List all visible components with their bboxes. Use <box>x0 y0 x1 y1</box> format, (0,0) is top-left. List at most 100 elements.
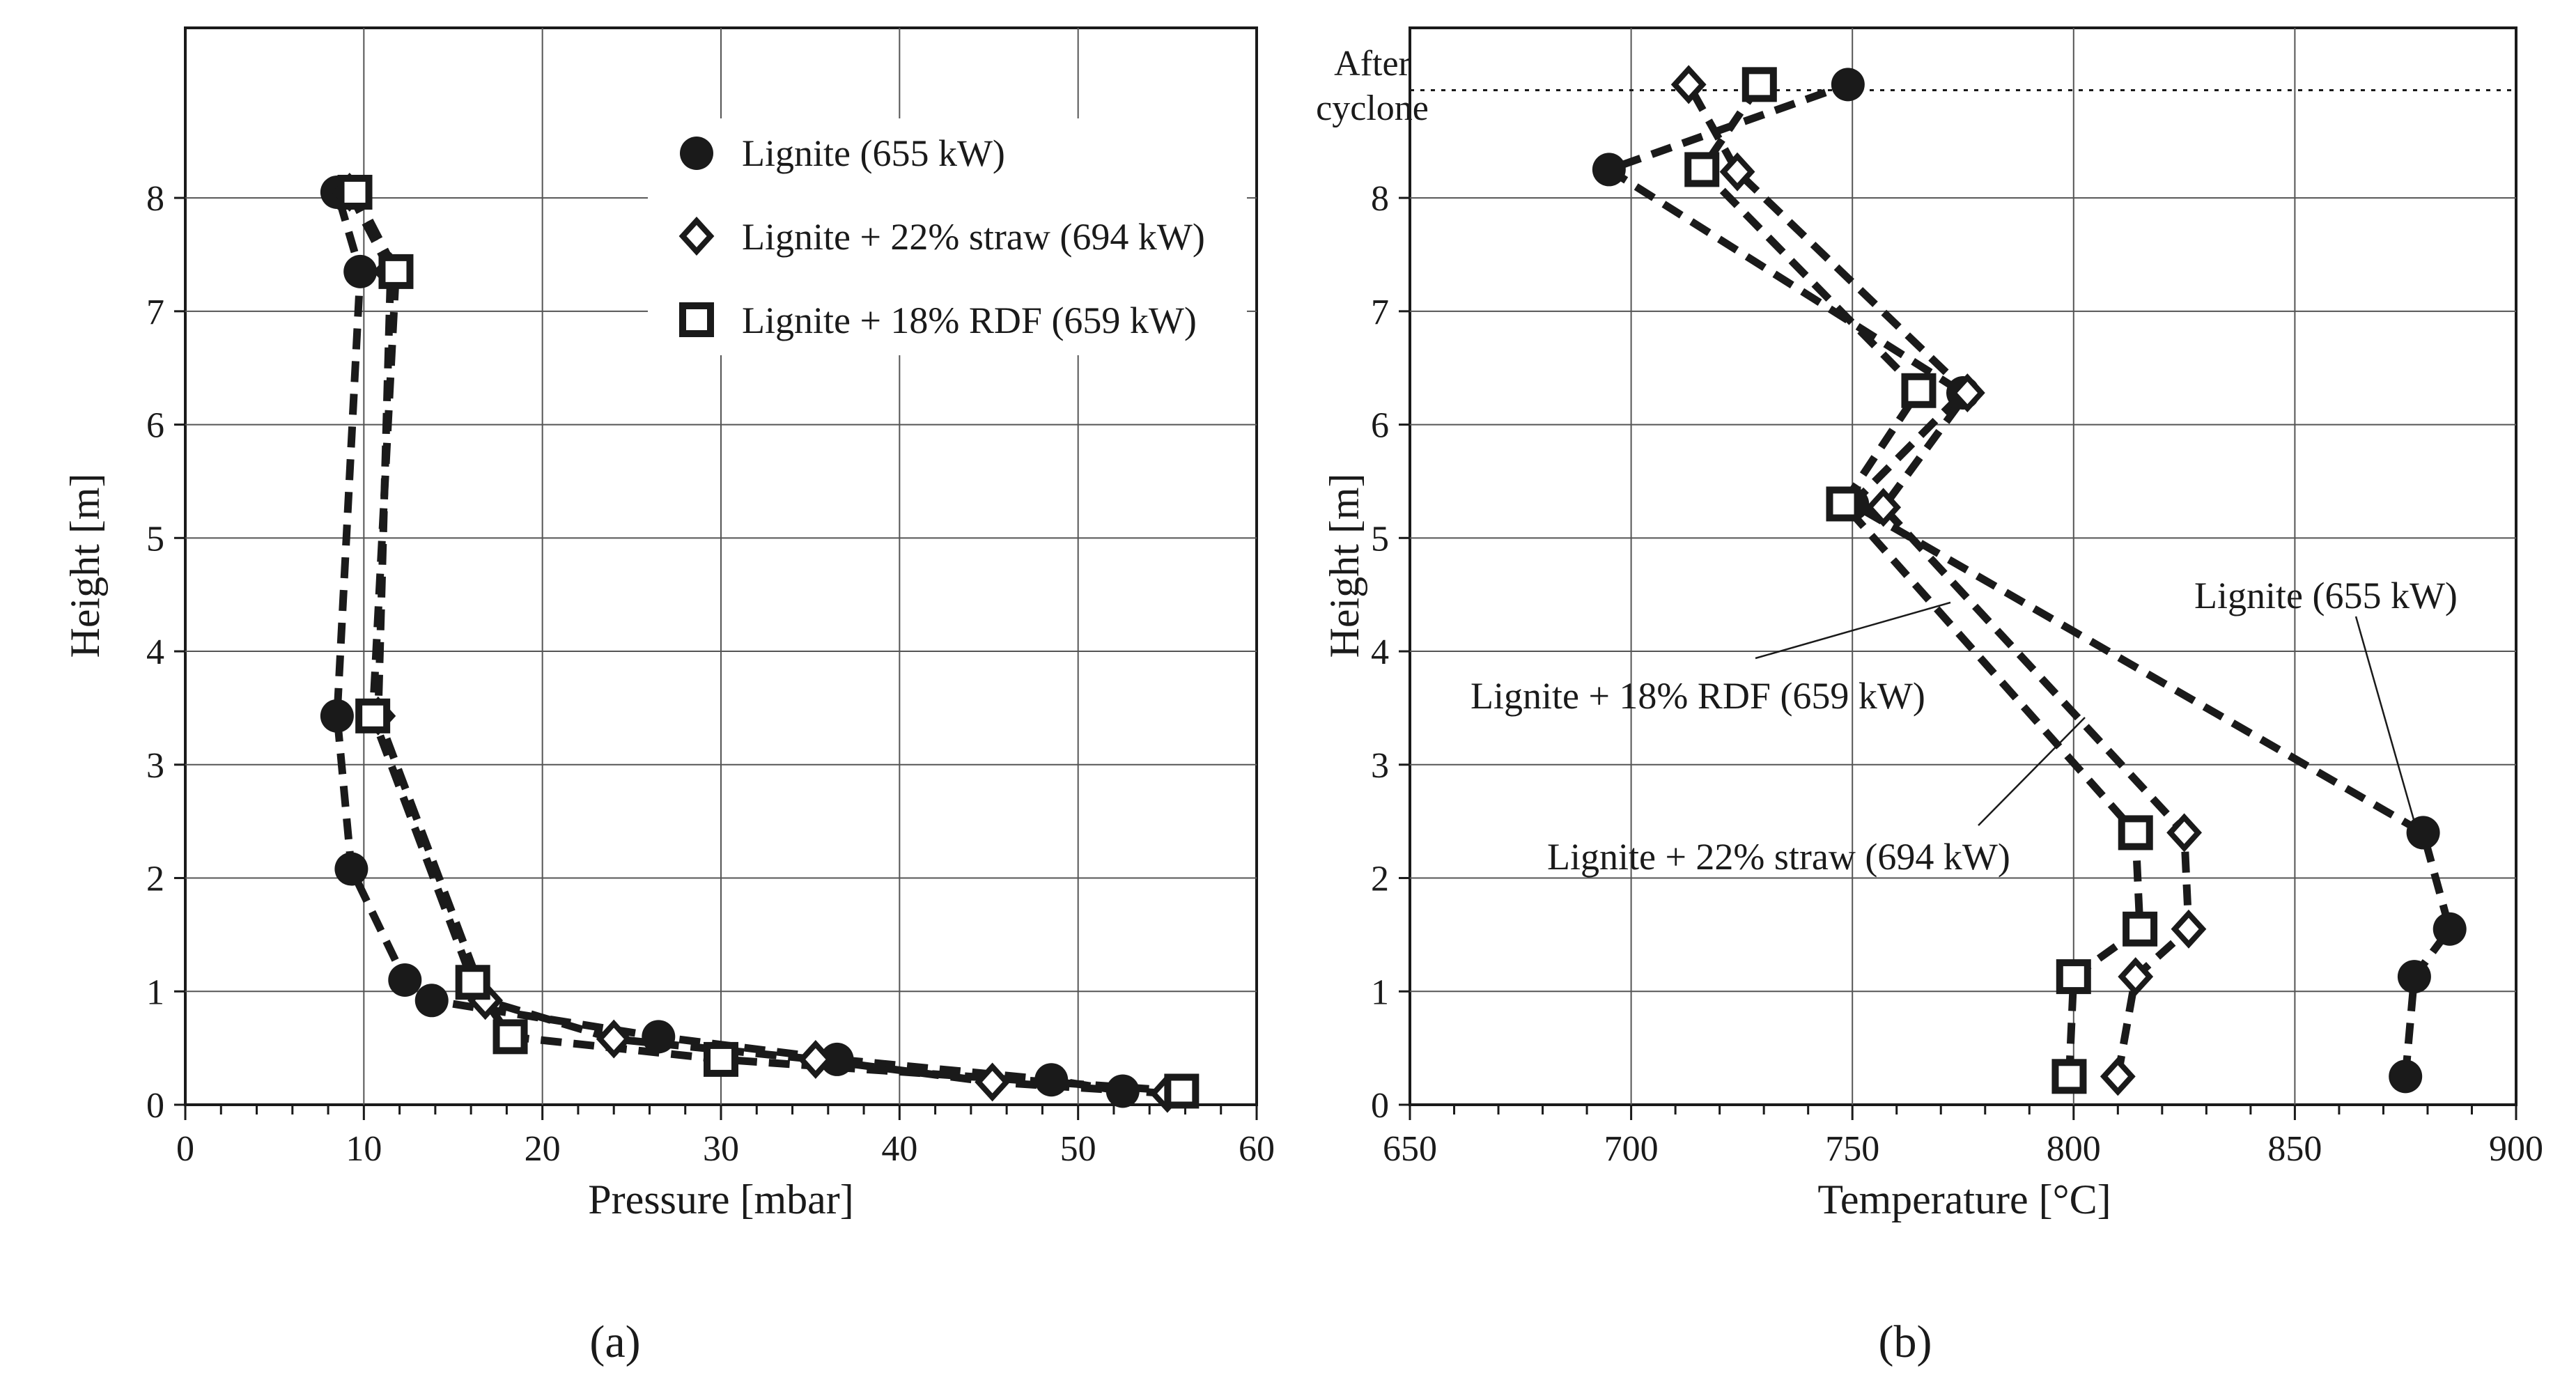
x-tick-label: 40 <box>881 1129 917 1169</box>
annotation-straw: Lignite + 22% straw (694 kW) <box>1547 836 2010 878</box>
panel-a-ticks: 0 10 20 30 40 50 60 0 1 2 3 4 5 6 7 8 <box>146 179 1275 1169</box>
data-point-square <box>2056 959 2091 995</box>
legend-marker-circle <box>680 137 713 170</box>
panel-a-legend-background <box>648 118 1247 355</box>
y-tick-label: 1 <box>1371 972 1389 1012</box>
data-point-circle <box>820 1042 854 1076</box>
x-tick-label: 10 <box>346 1129 382 1169</box>
y-tick-label: 4 <box>1371 632 1389 672</box>
y-tick-label: 7 <box>1371 293 1389 332</box>
y-tick-label: 6 <box>146 406 164 446</box>
panel-b-annotations: Lignite (655 kW) Lignite + 18% RDF (659 … <box>1471 575 2458 878</box>
y-tick-label: 0 <box>1371 1086 1389 1126</box>
data-point-circle <box>2389 1059 2423 1094</box>
x-tick-label: 30 <box>703 1129 739 1169</box>
panel-a-pressure-chart: 0 10 20 30 40 50 60 0 1 2 3 4 5 6 7 8 Lignite (655 kW) … <box>62 26 1275 1367</box>
y-tick-label: 4 <box>146 632 164 672</box>
panel-b-ticks: 650 700 750 800 850 900 0 1 2 3 4 5 6 7 8 <box>1371 179 2543 1169</box>
x-tick-label: 850 <box>2267 1129 2322 1169</box>
data-point-circle <box>320 699 354 733</box>
data-point-circle <box>388 963 422 997</box>
panel-b-y-axis-label: Height [m] <box>1321 474 1367 658</box>
series-line-diamond <box>346 190 1168 1098</box>
panel-a-y-axis-label: Height [m] <box>62 474 108 658</box>
after-cyclone-label-line1: After <box>1334 44 1411 84</box>
y-tick-label: 8 <box>1371 179 1389 219</box>
y-tick-label: 3 <box>1371 746 1389 786</box>
y-tick-label: 7 <box>146 293 164 332</box>
legend-marker-diamond <box>678 217 715 256</box>
data-point-square <box>1684 152 1720 187</box>
data-point-diamond <box>975 1062 1011 1102</box>
data-point-diamond <box>1949 373 1985 412</box>
panel-a-x-axis-label: Pressure [mbar] <box>588 1176 854 1222</box>
data-point-circle <box>2397 960 2431 994</box>
data-point-square <box>2123 911 2158 947</box>
panel-a-label: (a) <box>589 1317 640 1367</box>
data-point-square <box>455 965 490 1000</box>
data-point-circle <box>2406 816 2440 850</box>
legend-entry-straw: Lignite + 22% straw (694 kW) <box>742 216 1205 258</box>
x-tick-label: 750 <box>1825 1129 1879 1169</box>
data-point-square <box>1741 67 1777 102</box>
leader-rdf <box>1755 601 1951 660</box>
data-point-circle <box>642 1020 676 1054</box>
y-tick-label: 8 <box>146 179 164 219</box>
data-point-diamond <box>596 1019 632 1059</box>
y-tick-label: 2 <box>1371 860 1389 899</box>
panel-b-temperature-chart: 650 700 750 800 850 900 0 1 2 3 4 5 6 7 8 After cyclon… <box>1316 26 2543 1367</box>
panel-b-label: (b) <box>1879 1317 1932 1367</box>
legend-marker-square <box>679 302 714 337</box>
y-tick-label: 1 <box>146 972 164 1012</box>
data-point-circle <box>1592 153 1626 187</box>
panel-a-series <box>320 173 1200 1113</box>
x-tick-label: 20 <box>525 1129 561 1169</box>
annotation-lignite: Lignite (655 kW) <box>2194 575 2458 616</box>
leader-lignite <box>2354 616 2416 823</box>
y-tick-label: 5 <box>146 519 164 559</box>
data-point-square <box>1164 1073 1200 1109</box>
panel-b-series <box>1592 65 2467 1096</box>
data-point-diamond <box>2166 813 2203 853</box>
x-tick-label: 700 <box>1604 1129 1659 1169</box>
after-cyclone-label-line2: cyclone <box>1316 88 1429 128</box>
y-tick-label: 2 <box>146 860 164 899</box>
data-point-square <box>378 254 414 289</box>
data-point-circle <box>343 254 378 288</box>
annotation-rdf: Lignite + 18% RDF (659 kW) <box>1471 675 1925 717</box>
data-point-square <box>1901 373 1937 408</box>
data-point-diamond <box>798 1039 834 1079</box>
legend-entry-lignite: Lignite (655 kW) <box>742 132 1005 174</box>
data-point-diamond <box>1670 65 1707 104</box>
data-point-square <box>355 698 391 733</box>
x-tick-label: 50 <box>1060 1129 1096 1169</box>
panel-b-x-axis-label: Temperature [°C] <box>1817 1176 2111 1222</box>
data-point-circle <box>1105 1074 1140 1108</box>
y-tick-label: 5 <box>1371 519 1389 559</box>
data-point-circle <box>1831 68 1865 102</box>
data-point-square <box>492 1019 528 1055</box>
legend-entry-rdf: Lignite + 18% RDF (659 kW) <box>742 300 1197 341</box>
y-tick-label: 0 <box>146 1086 164 1126</box>
panel-b-gridlines <box>1410 28 2516 1105</box>
data-point-square <box>337 174 373 210</box>
data-point-square <box>1826 486 1861 522</box>
y-tick-label: 6 <box>1371 406 1389 446</box>
data-point-circle <box>414 984 449 1018</box>
data-point-diamond <box>2118 957 2154 997</box>
data-point-circle <box>2433 912 2467 946</box>
x-tick-label: 900 <box>2489 1129 2543 1169</box>
data-point-square <box>704 1041 738 1077</box>
x-tick-label: 0 <box>176 1129 194 1169</box>
data-point-square <box>2118 815 2153 851</box>
data-point-circle <box>1034 1063 1069 1097</box>
x-tick-label: 650 <box>1383 1129 1437 1169</box>
x-tick-label: 800 <box>2047 1129 2101 1169</box>
y-tick-label: 3 <box>146 746 164 786</box>
data-point-diamond <box>2171 909 2207 949</box>
leader-straw <box>1978 717 2086 826</box>
panel-a-legend: Lignite (655 kW) Lignite + 22% straw (69… <box>648 118 1247 355</box>
data-point-diamond <box>1865 488 1902 527</box>
data-point-diamond <box>1719 152 1755 192</box>
